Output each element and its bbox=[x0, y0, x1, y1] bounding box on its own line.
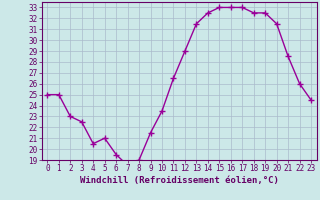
X-axis label: Windchill (Refroidissement éolien,°C): Windchill (Refroidissement éolien,°C) bbox=[80, 176, 279, 185]
